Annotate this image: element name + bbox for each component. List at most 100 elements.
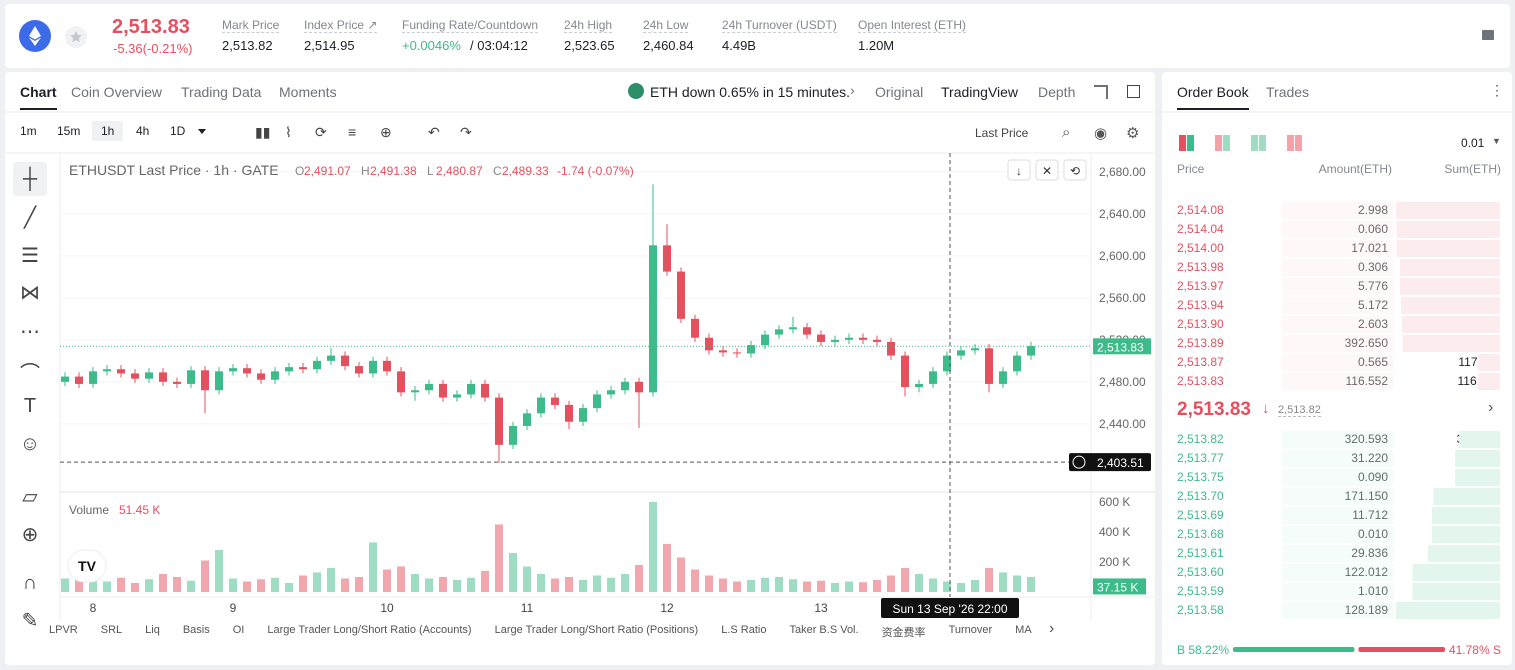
toolbar-icon[interactable]: ⌇ bbox=[285, 124, 292, 140]
draw-tool[interactable]: ✎ bbox=[21, 610, 39, 632]
volume-bar bbox=[607, 577, 615, 592]
indicator[interactable]: SRL bbox=[100, 624, 123, 636]
ob-price: 2,513.83 bbox=[1177, 374, 1224, 388]
draw-tool[interactable]: ┼ bbox=[22, 168, 38, 190]
indicator[interactable]: L.S Ratio bbox=[721, 624, 767, 636]
volume-bar bbox=[75, 575, 83, 592]
candle-body bbox=[327, 355, 335, 361]
amount-bar bbox=[1282, 335, 1394, 352]
candle-body bbox=[75, 376, 83, 384]
candle-body bbox=[845, 337, 853, 340]
ob-tab[interactable]: Trades bbox=[1266, 84, 1310, 100]
price-type[interactable]: Last Price bbox=[975, 126, 1029, 140]
draw-tool[interactable]: ☰ bbox=[21, 245, 39, 267]
book-icon[interactable] bbox=[1481, 28, 1495, 42]
toolbar-icon[interactable]: ⊕ bbox=[380, 124, 392, 140]
strip-arrow[interactable]: › bbox=[1049, 620, 1055, 637]
toolbar-icon[interactable]: ◉ bbox=[1094, 125, 1108, 142]
depth-bar bbox=[1402, 335, 1500, 352]
candle-body bbox=[691, 318, 699, 338]
volume-bar bbox=[341, 578, 349, 592]
candle-body bbox=[369, 360, 377, 374]
ob-price: 2,513.77 bbox=[1177, 451, 1224, 465]
cursor-tool[interactable] bbox=[13, 162, 47, 196]
ob-price: 2,513.97 bbox=[1177, 279, 1224, 293]
candle-body bbox=[509, 425, 517, 445]
volume-bar bbox=[593, 575, 601, 592]
dropdown[interactable] bbox=[198, 129, 206, 134]
stat-label: Funding Rate/Countdown bbox=[402, 18, 539, 33]
indicator[interactable]: Large Trader Long/Short Ratio (Positions… bbox=[494, 624, 699, 636]
candle-body bbox=[215, 371, 223, 391]
x-tick-label: 8 bbox=[90, 601, 97, 615]
window-icon[interactable] bbox=[1127, 85, 1140, 98]
toolbar-icon[interactable]: ↶ bbox=[428, 124, 440, 140]
news-arrow: › bbox=[850, 82, 855, 98]
chart-tab[interactable]: Chart bbox=[20, 84, 57, 110]
candle-body bbox=[929, 371, 937, 384]
draw-tool[interactable]: T bbox=[23, 395, 37, 417]
volume-bar bbox=[579, 579, 587, 592]
view-tab[interactable]: Original bbox=[875, 84, 924, 100]
interval[interactable]: 1h bbox=[92, 121, 124, 141]
volume-bar bbox=[789, 579, 797, 592]
volume-bar bbox=[915, 573, 923, 592]
volume-bar bbox=[215, 549, 223, 592]
news[interactable]: ETH down 0.65% in 15 minutes. bbox=[650, 84, 850, 100]
toolbar-icon[interactable]: ▮▮ bbox=[255, 124, 271, 140]
mid-chevron[interactable]: › bbox=[1488, 399, 1494, 416]
candle-body bbox=[803, 327, 811, 335]
volume-bar bbox=[845, 581, 853, 592]
view-tab[interactable]: TradingView bbox=[941, 84, 1019, 100]
ob-amount: 392.650 bbox=[1344, 336, 1388, 350]
toolbar-icon[interactable]: ⟳ bbox=[315, 124, 327, 140]
chart-tab[interactable]: Trading Data bbox=[181, 84, 262, 100]
draw-tool[interactable]: ⋈ bbox=[20, 282, 40, 304]
candle-body bbox=[159, 372, 167, 382]
ob-amount: 116.552 bbox=[1345, 374, 1389, 388]
expand-icon[interactable] bbox=[1094, 85, 1108, 99]
indicator[interactable]: Basis bbox=[182, 624, 210, 636]
toolbar-icon[interactable]: ⚙ bbox=[1126, 125, 1140, 142]
chart-tab[interactable]: Moments bbox=[279, 84, 337, 100]
draw-tool[interactable]: ╱ bbox=[23, 207, 37, 229]
indicator[interactable]: 资金费率 bbox=[881, 627, 926, 639]
favorite-star[interactable] bbox=[65, 26, 87, 48]
draw-tool[interactable]: ∩ bbox=[22, 572, 38, 594]
volume-bar bbox=[173, 576, 181, 592]
ob-price: 2,513.82 bbox=[1177, 432, 1224, 446]
toolbar-icon[interactable]: ≡ bbox=[348, 124, 357, 140]
candle-body bbox=[411, 390, 419, 393]
draw-tool[interactable]: ▱ bbox=[22, 486, 38, 508]
draw-tool[interactable]: ⌒ bbox=[20, 363, 40, 385]
view-mode bbox=[1287, 135, 1294, 151]
interval[interactable]: 15m bbox=[57, 124, 81, 138]
interval[interactable]: 1D bbox=[170, 124, 186, 138]
indicator[interactable]: Turnover bbox=[948, 624, 993, 636]
indicator[interactable]: Large Trader Long/Short Ratio (Accounts) bbox=[267, 624, 472, 636]
stat-label: 24h Low bbox=[643, 18, 689, 33]
toolbar-icon[interactable]: ⌕ bbox=[1062, 124, 1071, 141]
indicator[interactable]: Taker B.S Vol. bbox=[789, 624, 859, 636]
volume-bar bbox=[943, 581, 951, 592]
indicator[interactable]: LPVR bbox=[49, 624, 78, 636]
toolbar-icon[interactable]: ↷ bbox=[460, 124, 472, 140]
indicator[interactable]: OI bbox=[232, 624, 245, 636]
y-tick-label: 2,680.00 bbox=[1099, 165, 1146, 179]
ob-amount: 171.150 bbox=[1344, 489, 1388, 503]
indicator[interactable]: Liq bbox=[145, 624, 160, 636]
interval[interactable]: 4h bbox=[136, 124, 150, 138]
menu[interactable]: ⋮ bbox=[1490, 82, 1504, 98]
indicator[interactable]: MA bbox=[1015, 624, 1032, 636]
ohlc-key: H bbox=[361, 164, 370, 178]
ob-tab[interactable]: Order Book bbox=[1177, 84, 1249, 110]
draw-tool[interactable]: ⋯ bbox=[20, 321, 40, 343]
depth-bar bbox=[1428, 545, 1500, 562]
precision[interactable]: 0.01 bbox=[1461, 136, 1485, 150]
interval[interactable]: 1m bbox=[20, 124, 37, 138]
draw-tool[interactable]: ⊕ bbox=[21, 524, 39, 546]
view-tab[interactable]: Depth bbox=[1038, 84, 1076, 100]
draw-tool[interactable]: ☺ bbox=[19, 433, 41, 455]
candle-body bbox=[985, 348, 993, 384]
chart-tab[interactable]: Coin Overview bbox=[71, 84, 163, 100]
